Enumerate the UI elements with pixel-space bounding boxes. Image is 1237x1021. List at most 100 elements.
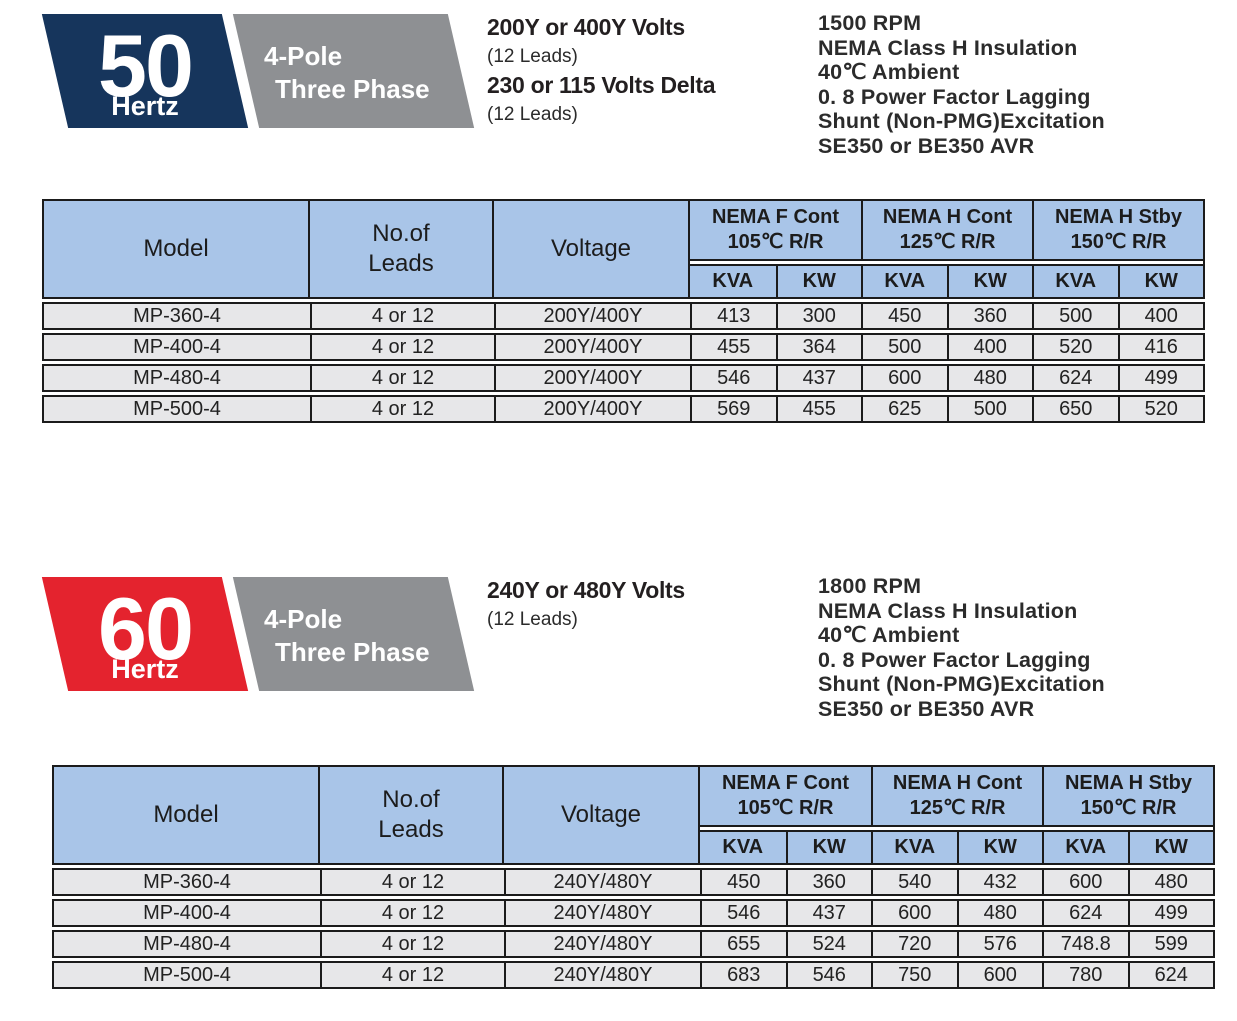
group-header-nema-f-cont: NEMA F Cont 105℃ R/R: [690, 201, 861, 261]
table-cell: MP-360-4: [54, 870, 320, 894]
table-row: MP-480-4 4 or 12 200Y/400Y 546 437 600 480 624 4…: [42, 364, 1205, 392]
table-cell: 450: [700, 870, 786, 894]
table-cell: 455: [775, 397, 861, 421]
table-cell: 600: [1042, 870, 1128, 894]
table-cell: 499: [1117, 366, 1203, 390]
voltage-spec-sub: (12 Leads): [487, 46, 578, 67]
table-cell: 240Y/480Y: [504, 901, 700, 925]
table-cell: MP-400-4: [54, 901, 320, 925]
col-header-voltage: Voltage: [504, 767, 700, 863]
pole-line1: 4-Pole: [264, 604, 343, 634]
section-60hz: 60 Hertz 4-Pole Three Phase 240Y or 480Y…: [0, 563, 1237, 1021]
table-cell: 500: [861, 335, 947, 359]
voltage-spec-main: 230 or 115 Volts Delta: [487, 72, 716, 98]
table-cell: 200Y/400Y: [494, 304, 690, 328]
table-cell: 4 or 12: [320, 870, 504, 894]
table-cell: 200Y/400Y: [494, 397, 690, 421]
table-cell: 683: [700, 963, 786, 987]
table-header: Model No.of Leads Voltage NEMA F Cont 10…: [52, 765, 1215, 865]
table-cell: 360: [785, 870, 871, 894]
frequency-unit: Hertz: [111, 91, 179, 121]
table-cell: 240Y/480Y: [504, 963, 700, 987]
table-cell: 200Y/400Y: [494, 335, 690, 359]
table-cell: 4 or 12: [320, 932, 504, 956]
voltage-spec-main: 200Y or 400Y Volts: [487, 14, 685, 40]
table-cell: 413: [690, 304, 776, 328]
table-cell: 480: [946, 366, 1032, 390]
subcol-header-kw: KW: [956, 830, 1042, 863]
table-cell: 546: [785, 963, 871, 987]
subcol-header-kw: KW: [1117, 264, 1203, 297]
table-cell: 500: [946, 397, 1032, 421]
machine-spec-line: 0. 8 Power Factor Lagging: [818, 84, 1091, 109]
machine-spec-line: 40℃ Ambient: [818, 60, 960, 84]
table-cell: 4 or 12: [310, 335, 494, 359]
table-cell: 599: [1127, 932, 1213, 956]
subcol-header-kva: KVA: [700, 830, 786, 863]
col-header-leads: No.of Leads: [320, 767, 504, 863]
machine-specs: 1800 RPM NEMA Class H Insulation 40℃ Amb…: [818, 574, 1228, 721]
table-cell: 364: [775, 335, 861, 359]
subcol-header-kva: KVA: [1032, 264, 1118, 297]
table-cell: 655: [700, 932, 786, 956]
machine-spec-line: SE350 or BE350 AVR: [818, 696, 1035, 721]
group-header-nema-h-cont: NEMA H Cont 125℃ R/R: [871, 767, 1042, 827]
table-cell: 780: [1042, 963, 1128, 987]
table-cell: 240Y/480Y: [504, 870, 700, 894]
col-header-voltage: Voltage: [494, 201, 690, 297]
table-cell: MP-500-4: [54, 963, 320, 987]
machine-spec-line: Shunt (Non-PMG)Excitation: [818, 109, 1105, 133]
table-cell: 546: [690, 366, 776, 390]
table-cell: 240Y/480Y: [504, 932, 700, 956]
section-50hz: 50 Hertz 4-Pole Three Phase 200Y or 400Y…: [0, 0, 1237, 460]
table-header: Model No.of Leads Voltage NEMA F Cont 10…: [42, 199, 1205, 299]
pole-badge-inner: 4-Pole Three Phase: [246, 577, 461, 691]
machine-spec-line: 1800 RPM: [818, 574, 922, 598]
table-cell: 546: [700, 901, 786, 925]
table-cell: 624: [1042, 901, 1128, 925]
table-cell: 4 or 12: [320, 963, 504, 987]
table-cell: MP-480-4: [44, 366, 310, 390]
table-row: MP-500-4 4 or 12 240Y/480Y 683 546 750 600 780 6…: [52, 961, 1215, 989]
subcol-header-kw: KW: [1127, 830, 1213, 863]
frequency-badge-50: 50 Hertz: [41, 14, 249, 128]
table-row: MP-500-4 4 or 12 200Y/400Y 569 455 625 500 650 5…: [42, 395, 1205, 423]
table-cell: 748.8: [1042, 932, 1128, 956]
machine-spec-line: 0. 8 Power Factor Lagging: [818, 647, 1091, 672]
voltage-specs: 200Y or 400Y Volts (12 Leads) 230 or 115…: [487, 13, 817, 129]
table-cell: 437: [785, 901, 871, 925]
table-cell: 450: [861, 304, 947, 328]
frequency-badge-inner: 60 Hertz: [55, 577, 235, 691]
group-header-nema-h-stby: NEMA H Stby 150℃ R/R: [1042, 767, 1213, 827]
subcol-header-kw: KW: [775, 264, 861, 297]
frequency-badge-inner: 50 Hertz: [55, 14, 235, 128]
table-cell: 4 or 12: [310, 366, 494, 390]
voltage-spec-main: 240Y or 480Y Volts: [487, 577, 685, 603]
pole-badge-inner: 4-Pole Three Phase: [246, 14, 461, 128]
table-cell: 200Y/400Y: [494, 366, 690, 390]
voltage-spec-sub: (12 Leads): [487, 104, 578, 125]
pole-line2: Three Phase: [275, 74, 430, 104]
table-cell: 360: [946, 304, 1032, 328]
col-header-model: Model: [44, 201, 310, 297]
table-cell: 500: [1032, 304, 1118, 328]
machine-specs: 1500 RPM NEMA Class H Insulation 40℃ Amb…: [818, 11, 1228, 158]
table-cell: 499: [1127, 901, 1213, 925]
table-cell: 300: [775, 304, 861, 328]
machine-spec-line: NEMA Class H Insulation: [818, 35, 1078, 60]
table-cell: MP-400-4: [44, 335, 310, 359]
table-cell: 524: [785, 932, 871, 956]
frequency-unit: Hertz: [111, 654, 179, 684]
table-cell: 4 or 12: [320, 901, 504, 925]
col-header-leads: No.of Leads: [310, 201, 494, 297]
table-row: MP-400-4 4 or 12 200Y/400Y 455 364 500 400 520 4…: [42, 333, 1205, 361]
table-row: MP-400-4 4 or 12 240Y/480Y 546 437 600 480 624 4…: [52, 899, 1215, 927]
table-cell: 400: [1117, 304, 1203, 328]
group-header-nema-h-cont: NEMA H Cont 125℃ R/R: [861, 201, 1032, 261]
voltage-specs: 240Y or 480Y Volts (12 Leads): [487, 576, 817, 634]
table-rows: MP-360-4 4 or 12 240Y/480Y 450 360 540 432 600 4…: [52, 868, 1215, 989]
machine-spec-line: SE350 or BE350 AVR: [818, 133, 1035, 158]
pole-badge: 4-Pole Three Phase: [232, 14, 475, 128]
table-row: MP-360-4 4 or 12 200Y/400Y 413 300 450 360 500 4…: [42, 302, 1205, 330]
table-cell: 720: [871, 932, 957, 956]
